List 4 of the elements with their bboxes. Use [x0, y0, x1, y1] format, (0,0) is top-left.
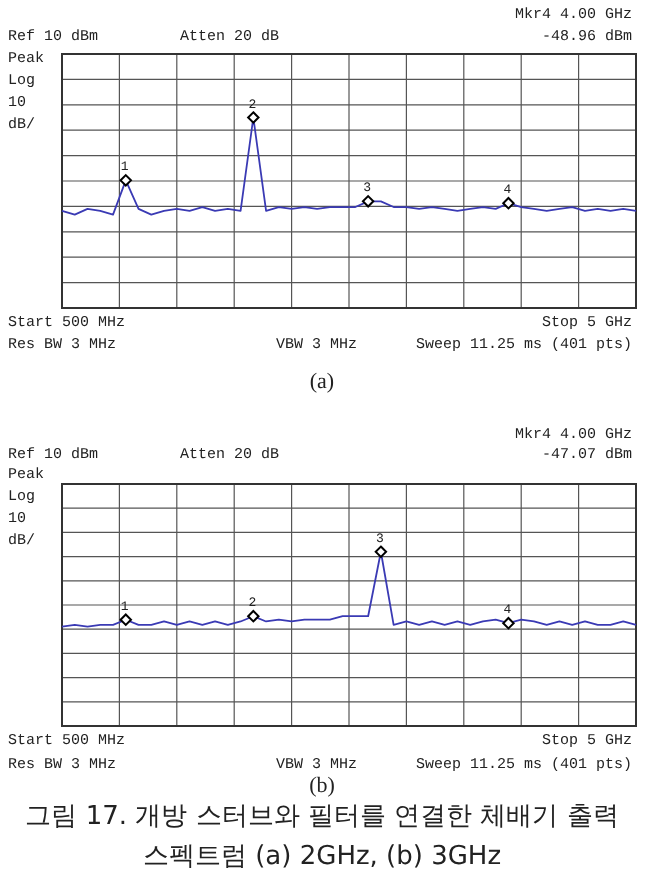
text: 스펙트럼 (a) 2GHz, (b) 3GHz	[142, 842, 502, 872]
text: (a)	[309, 370, 335, 394]
text: (b)	[309, 774, 336, 798]
caption: 그림 17. 개방 스터브와 필터를 연결한 체배기 출력	[25, 802, 619, 832]
